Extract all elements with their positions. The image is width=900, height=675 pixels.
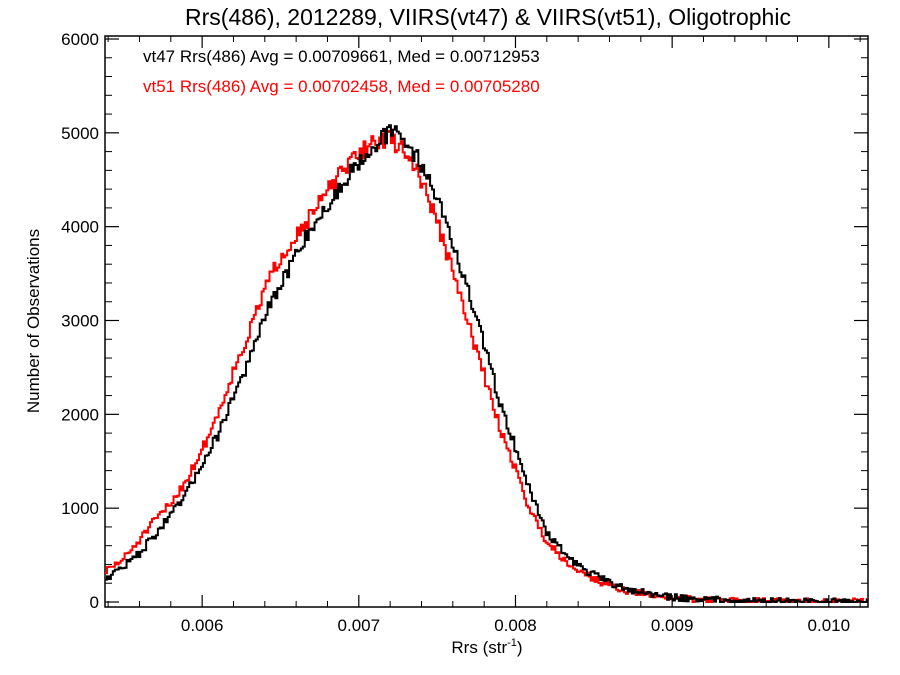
- legend-entry-vt47: vt47 Rrs(486) Avg = 0.00709661, Med = 0.…: [143, 47, 540, 66]
- y-tick-label: 3000: [61, 312, 99, 331]
- x-tick-label: 0.009: [651, 616, 694, 635]
- series-line-vt51: [105, 129, 868, 603]
- x-tick-label: 0.007: [338, 616, 381, 635]
- y-tick-label: 5000: [61, 124, 99, 143]
- axis-tick-labels: 0.006 0.007 0.008 0.009 0.010 0 1000 2000 3000 40…: [61, 30, 850, 635]
- series-line-vt47: [105, 124, 868, 603]
- y-tick-label: 0: [90, 593, 99, 612]
- axis-ticks: [105, 36, 868, 607]
- x-tick-label: 0.008: [494, 616, 537, 635]
- x-axis-label-end: ): [517, 638, 523, 657]
- x-axis-label-main: Rrs (str: [451, 638, 507, 657]
- x-axis-label-superscript: -1: [507, 637, 517, 649]
- x-tick-label: 0.006: [181, 616, 224, 635]
- y-tick-label: 2000: [61, 405, 99, 424]
- legend-entry-vt51: vt51 Rrs(486) Avg = 0.00702458, Med = 0.…: [143, 77, 540, 96]
- x-axis-label: Rrs (str-1): [451, 637, 522, 657]
- y-tick-label: 4000: [61, 218, 99, 237]
- plot-frame: [104, 35, 869, 608]
- chart-title: Rrs(486), 2012289, VIIRS(vt47) & VIIRS(v…: [185, 4, 791, 30]
- series-lines: [105, 124, 868, 603]
- y-tick-label: 6000: [61, 30, 99, 49]
- y-tick-label: 1000: [61, 499, 99, 518]
- y-axis-label: Number of Observations: [24, 229, 43, 413]
- x-tick-label: 0.010: [808, 616, 851, 635]
